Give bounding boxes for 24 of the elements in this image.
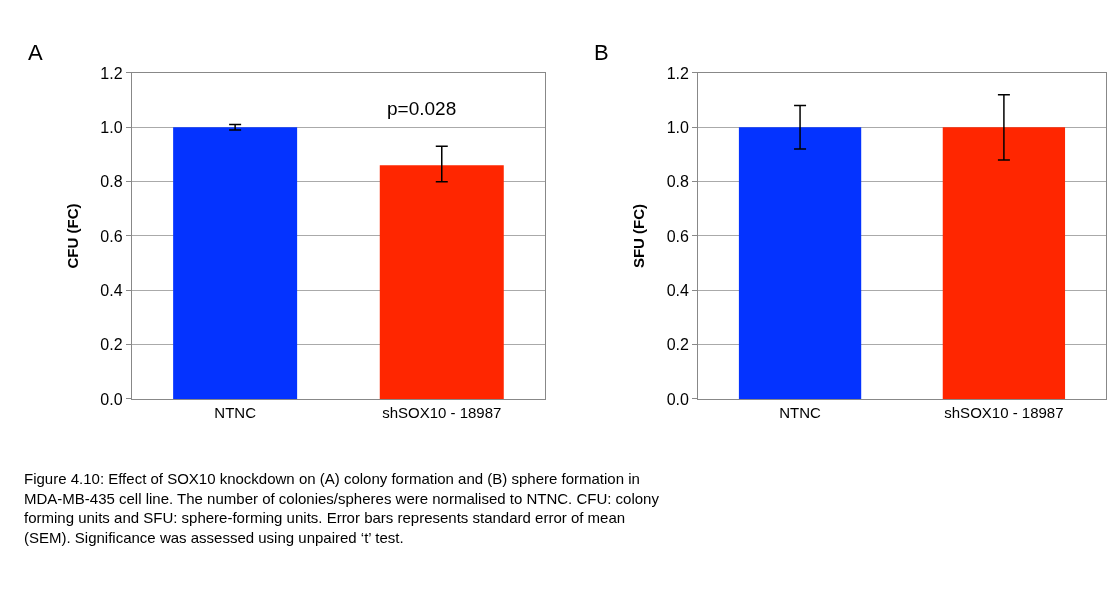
y-tick-label: 1.2 bbox=[100, 64, 123, 82]
y-tick-label: 0.6 bbox=[666, 227, 690, 245]
y-tick-label: 0.0 bbox=[666, 390, 690, 408]
y-tick-label: 0.4 bbox=[666, 281, 690, 299]
y-axis-title: SFU (FC) bbox=[629, 203, 647, 269]
y-tick-label: 1.0 bbox=[666, 118, 690, 136]
chart-title: B bbox=[594, 40, 609, 65]
y-axis-title: CFU (FC) bbox=[63, 203, 81, 269]
y-tick-label: 1.2 bbox=[666, 64, 690, 82]
chart-title: A bbox=[28, 40, 43, 65]
y-tick-label: 0.0 bbox=[100, 390, 123, 408]
x-tick-label: shSOX10 - 18987 bbox=[944, 404, 1064, 421]
x-tick-label: NTNC bbox=[779, 404, 822, 421]
y-tick-label: 0.2 bbox=[666, 336, 690, 354]
y-tick-label: 0.8 bbox=[666, 173, 690, 191]
x-tick-label: NTNC bbox=[214, 404, 257, 421]
caption: Figure 4.10: Effect of SOX10 knockdown on (A) colony formation and (B) sphere formation in MDA-MB-435 cell line. The number of colonies/spheres were normalised to NTNC. CFU: colony forming units and SFU: sphere-forming units. Error bars represents standard error of mean (SEM). Significance was assessed using unpaired ‘t’ test. bbox=[24, 470, 660, 546]
y-tick-label: 0.6 bbox=[100, 227, 123, 245]
x-tick-label: shSOX10 - 18987 bbox=[382, 404, 502, 421]
y-tick-label: 0.4 bbox=[100, 281, 123, 299]
y-tick-label: 0.2 bbox=[100, 336, 123, 354]
annotation: p=0.028 bbox=[387, 98, 457, 119]
y-tick-label: 0.8 bbox=[100, 173, 123, 191]
y-tick-label: 1.0 bbox=[100, 118, 123, 136]
